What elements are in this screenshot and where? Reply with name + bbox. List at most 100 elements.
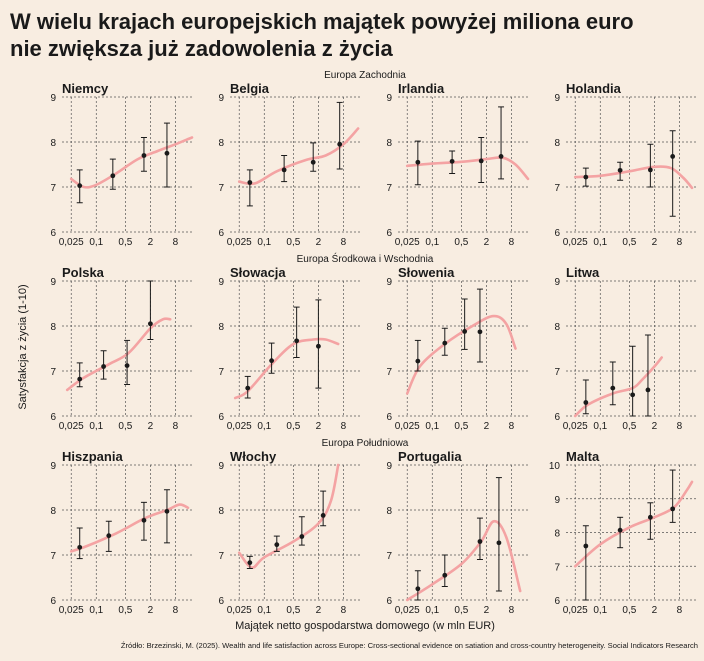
x-tick-label: 0,1 [89,605,103,616]
data-point [630,392,636,398]
x-tick-label: 2 [316,605,322,616]
fit-curve [237,127,360,186]
y-tick-label: 8 [554,138,560,149]
group-label: Europa Środkowa i Wschodnia [297,252,434,265]
y-tick-label: 6 [218,412,224,423]
x-tick-label: 0,025 [563,605,588,616]
fit-curve [405,156,530,181]
x-tick-label: 0,1 [89,237,103,248]
panel-12: Malta 0,025 0,1 0,5 2 8 6 7 8 9 10 [549,449,696,616]
data-point [442,572,448,578]
panel-title: Włochy [230,449,277,464]
x-tick-label: 0,5 [286,605,300,616]
panel-title: Litwa [566,265,600,280]
group-label: Europa Zachodnia [324,70,406,81]
data-point [415,586,421,592]
y-tick-label: 8 [218,506,224,517]
x-tick-label: 0,025 [563,421,588,432]
x-tick-label: 0,025 [59,237,84,248]
fit-curve [65,317,172,392]
x-tick-label: 8 [173,237,179,248]
source-note: Źródło: Brzezinski, M. (2025). Wealth an… [121,641,698,650]
group-label: Europa Południowa [322,438,409,449]
x-tick-label: 8 [341,421,347,432]
data-point [281,167,287,173]
x-tick-label: 2 [484,421,490,432]
x-tick-label: 0,025 [227,421,252,432]
panel-title: Słowacja [230,265,286,280]
y-tick-label: 8 [386,322,392,333]
x-tick-label: 0,025 [227,605,252,616]
x-tick-label: 8 [173,605,179,616]
x-tick-label: 2 [148,605,154,616]
x-tick-label: 0,5 [622,421,636,432]
y-tick-label: 10 [549,461,561,472]
fit-curve [237,463,340,569]
panel-2: Belgia 0,025 0,1 0,5 2 8 6 7 8 9 [218,81,360,248]
y-tick-label: 8 [386,506,392,517]
x-tick-label: 2 [484,237,490,248]
y-tick-label: 9 [386,93,392,104]
data-point [610,385,616,391]
chart-title-line-1: W wielu krajach europejskich majątek pow… [10,9,634,34]
x-tick-label: 2 [652,605,658,616]
y-tick-label: 6 [386,228,392,239]
y-tick-label: 6 [554,596,560,607]
y-tick-label: 7 [554,367,560,378]
data-point [299,534,305,539]
panel-title: Belgia [230,81,270,96]
x-tick-label: 0,025 [227,237,252,248]
panel-3: Irlandia 0,025 0,1 0,5 2 8 6 7 8 9 [386,81,530,248]
y-tick-label: 9 [554,495,560,506]
data-point [124,363,130,368]
y-tick-label: 6 [218,228,224,239]
y-tick-label: 7 [554,183,560,194]
data-point [77,376,83,382]
y-tick-label: 8 [218,322,224,333]
x-tick-label: 8 [341,605,347,616]
x-tick-label: 2 [316,237,322,248]
panel-title: Polska [62,265,105,280]
data-point [670,154,676,159]
data-point [274,542,280,548]
data-point [320,513,326,518]
data-point [415,159,421,165]
data-point [442,340,448,346]
fit-curve [69,503,190,553]
chart-title: W wielu krajach europejskich majątek pow… [10,8,700,62]
panel-title: Irlandia [398,81,445,96]
y-tick-label: 7 [50,551,56,562]
data-point [617,527,623,533]
data-point [294,338,300,344]
panel-title: Holandia [566,81,622,96]
x-tick-label: 0,025 [395,421,420,432]
data-point [647,514,653,520]
panel-title: Portugalia [398,449,462,464]
y-tick-label: 9 [50,277,56,288]
y-tick-label: 7 [386,183,392,194]
panel-4: Holandia 0,025 0,1 0,5 2 8 6 7 8 9 [554,81,696,248]
x-tick-label: 0,1 [593,237,607,248]
x-tick-label: 0,025 [59,421,84,432]
y-tick-label: 7 [218,183,224,194]
x-tick-label: 0,1 [425,605,439,616]
y-tick-label: 8 [554,529,560,540]
x-tick-label: 8 [509,605,515,616]
panel-11: Portugalia 0,025 0,1 0,5 2 8 6 7 8 9 [386,449,528,616]
y-tick-label: 6 [50,412,56,423]
x-tick-label: 0,1 [425,421,439,432]
data-point [496,540,502,546]
x-tick-label: 0,1 [593,605,607,616]
panel-7: Słowenia 0,025 0,1 0,5 2 8 6 7 8 9 [386,265,528,432]
fit-curve [573,165,694,190]
x-tick-label: 0,025 [395,605,420,616]
y-tick-label: 6 [554,228,560,239]
x-tick-label: 0,1 [257,421,271,432]
x-tick-label: 8 [173,421,179,432]
data-point [101,364,107,369]
data-point [310,159,316,165]
y-tick-label: 9 [218,93,224,104]
panel-6: Słowacja 0,025 0,1 0,5 2 8 6 7 8 9 [218,265,360,432]
data-point [315,343,321,349]
